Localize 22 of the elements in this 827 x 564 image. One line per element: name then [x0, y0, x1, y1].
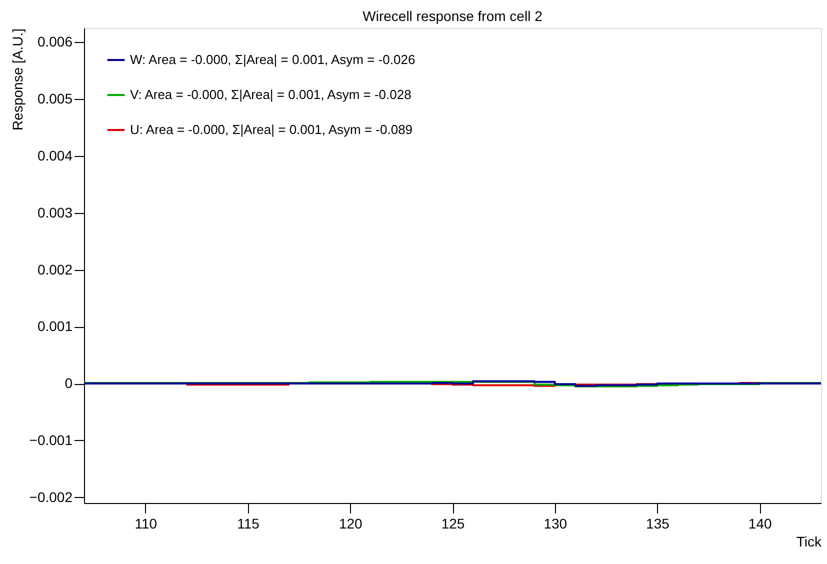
y-tick-label: 0.003 [37, 204, 73, 220]
y-tick-label: 0.005 [37, 90, 73, 107]
y-tick-label: 0.001 [37, 318, 73, 334]
y-tick-label: −0.001 [29, 432, 73, 448]
x-axis-title: Tick [796, 534, 822, 550]
y-tick-label: −0.002 [29, 488, 73, 505]
x-tick-label: 140 [748, 516, 772, 532]
y-tick-label: 0 [64, 375, 73, 392]
y-tick-label: 0.004 [37, 147, 73, 164]
legend-label: V: Area = -0.000, Σ|Area| = 0.001, Asym = -0.028 [130, 87, 412, 102]
y-tick-label: 0.006 [37, 34, 73, 50]
y-axis-title: Response [A.U.] [9, 28, 26, 130]
x-tick-label: 120 [338, 516, 363, 532]
legend-label: W: Area = -0.000, Σ|Area| = 0.001, Asym = -0.026 [130, 52, 416, 67]
x-tick-label: 130 [544, 516, 568, 532]
x-tick-label: 110 [134, 516, 158, 532]
x-tick-label: 135 [646, 516, 670, 532]
chart-title: Wirecell response from cell 2 [362, 8, 543, 24]
y-tick-label: 0.002 [37, 261, 73, 278]
x-tick-label: 115 [237, 516, 260, 532]
x-tick-label: 125 [441, 516, 465, 532]
legend-label: U: Area = -0.000, Σ|Area| = 0.001, Asym = -0.089 [130, 122, 413, 137]
